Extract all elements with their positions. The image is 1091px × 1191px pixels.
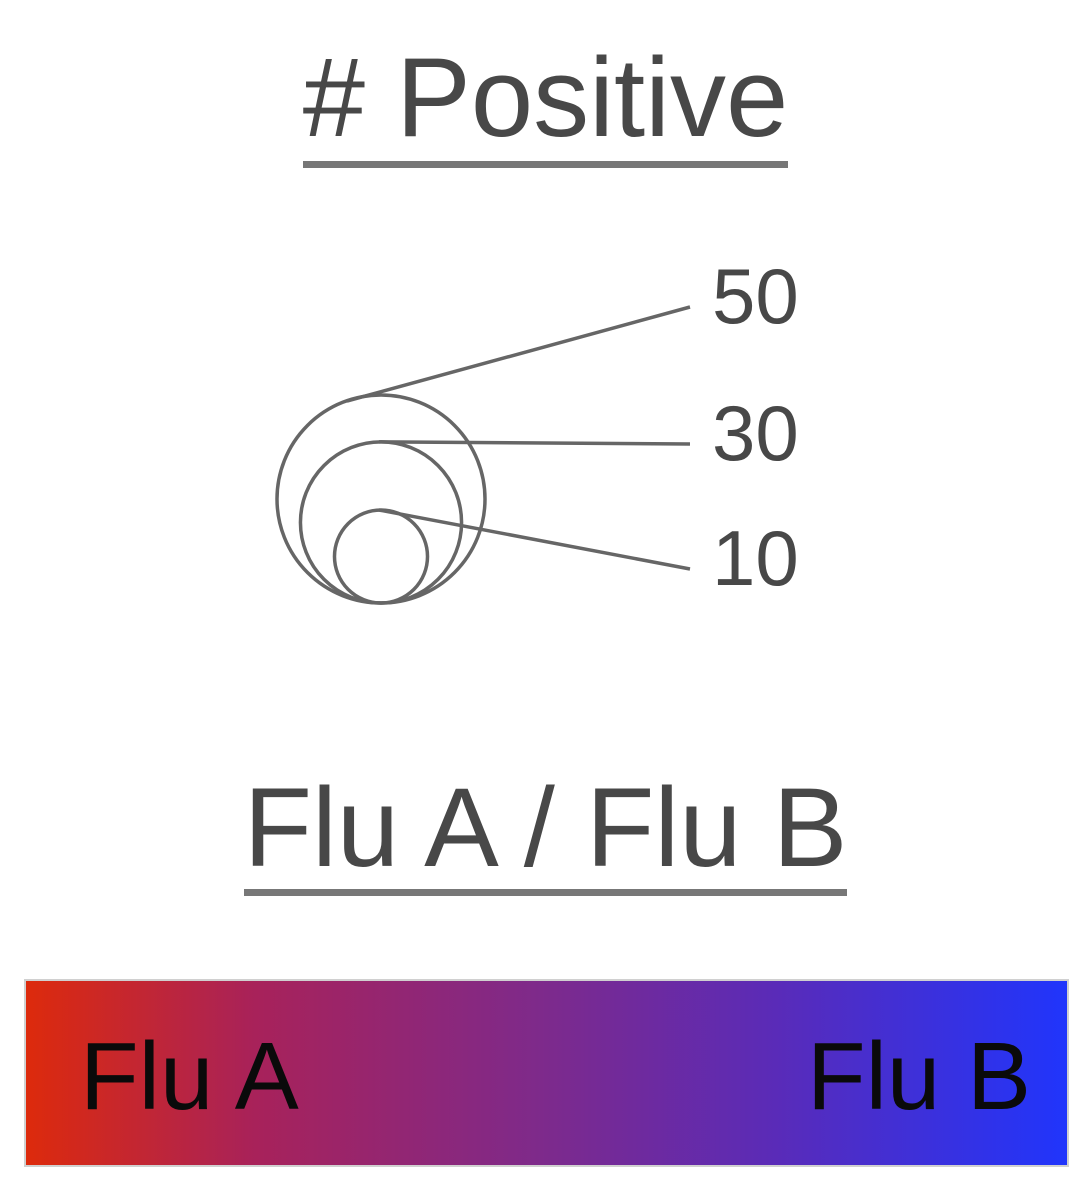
bubble-10 — [332, 508, 430, 605]
color-legend-title: Flu A / Flu B — [0, 772, 1091, 896]
size-legend-title-underline — [302, 161, 789, 168]
leader-line-30 — [378, 440, 691, 446]
gradient-left-label: Flu A — [80, 1023, 299, 1130]
color-legend-title-text: Flu A / Flu B — [243, 765, 848, 890]
size-legend-leader-lines — [346, 305, 691, 571]
leader-line-10 — [378, 508, 691, 571]
size-legend-title-text: # Positive — [302, 35, 789, 160]
color-legend-title-underline — [243, 889, 848, 896]
bubble-label-50: 50 — [712, 252, 799, 340]
size-legend: 50 30 10 — [275, 252, 799, 605]
size-legend-bubbles — [275, 393, 487, 605]
leader-line-50 — [346, 305, 691, 403]
size-legend-labels: 50 30 10 — [712, 252, 799, 602]
bubble-label-10: 10 — [712, 514, 799, 602]
color-gradient-bar: Flu A Flu B — [24, 979, 1069, 1167]
gradient-right-label: Flu B — [806, 1023, 1031, 1130]
bubble-label-30: 30 — [712, 389, 799, 477]
size-legend-title: # Positive — [0, 42, 1091, 168]
bubble-50 — [275, 393, 487, 605]
